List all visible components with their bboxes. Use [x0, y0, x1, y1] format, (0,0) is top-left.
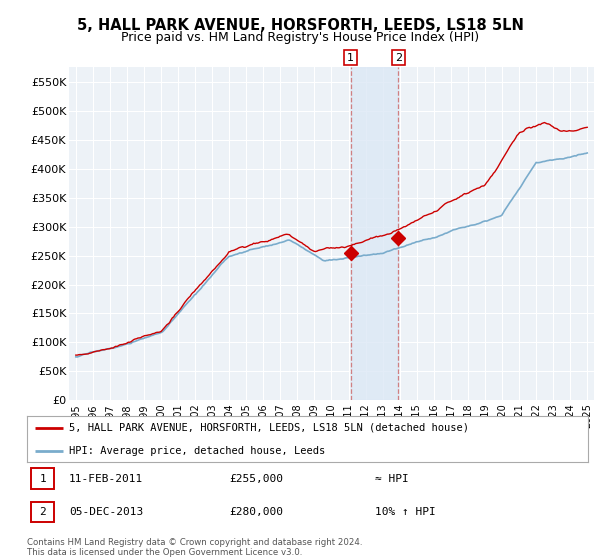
Text: 2: 2: [395, 53, 402, 63]
Text: 1: 1: [40, 474, 46, 484]
Text: 1: 1: [347, 53, 354, 63]
Text: £280,000: £280,000: [229, 507, 283, 517]
Text: ≈ HPI: ≈ HPI: [375, 474, 409, 484]
Text: 11-FEB-2011: 11-FEB-2011: [69, 474, 143, 484]
Text: 5, HALL PARK AVENUE, HORSFORTH, LEEDS, LS18 5LN: 5, HALL PARK AVENUE, HORSFORTH, LEEDS, L…: [77, 18, 523, 33]
Text: 10% ↑ HPI: 10% ↑ HPI: [375, 507, 436, 517]
Text: Price paid vs. HM Land Registry's House Price Index (HPI): Price paid vs. HM Land Registry's House …: [121, 31, 479, 44]
Text: 05-DEC-2013: 05-DEC-2013: [69, 507, 143, 517]
Text: HPI: Average price, detached house, Leeds: HPI: Average price, detached house, Leed…: [69, 446, 325, 455]
Text: 2: 2: [40, 507, 46, 517]
Text: £255,000: £255,000: [229, 474, 283, 484]
Bar: [350, 67, 398, 400]
Text: Contains HM Land Registry data © Crown copyright and database right 2024.
This d: Contains HM Land Registry data © Crown c…: [27, 538, 362, 557]
Text: 5, HALL PARK AVENUE, HORSFORTH, LEEDS, LS18 5LN (detached house): 5, HALL PARK AVENUE, HORSFORTH, LEEDS, L…: [69, 423, 469, 432]
FancyBboxPatch shape: [31, 502, 55, 522]
FancyBboxPatch shape: [31, 468, 55, 489]
